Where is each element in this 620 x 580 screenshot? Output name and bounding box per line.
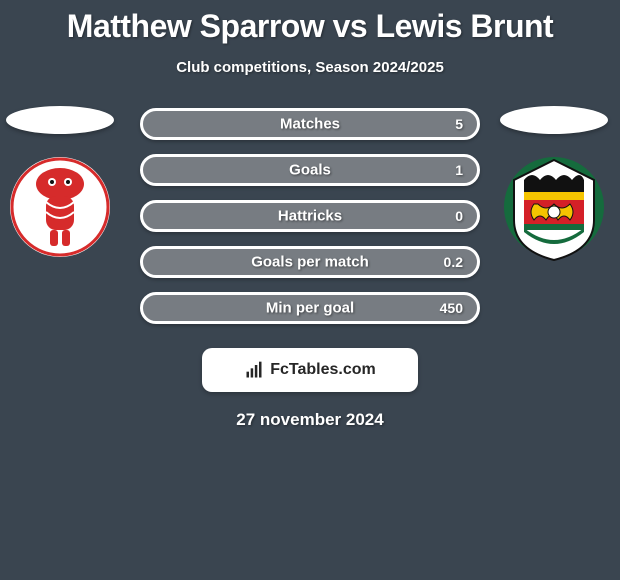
stat-row-min-per-goal: Min per goal 450 — [140, 292, 480, 324]
subtitle: Club competitions, Season 2024/2025 — [0, 59, 620, 76]
team-badge-right — [504, 152, 604, 262]
stat-row-goals: Goals 1 — [140, 154, 480, 186]
team-badge-left — [10, 152, 110, 262]
player-left-photo-placeholder — [6, 106, 114, 134]
date-text: 27 november 2024 — [0, 410, 620, 430]
brand-text: FcTables.com — [270, 361, 376, 379]
player-right-photo-placeholder — [500, 106, 608, 134]
stat-row-hattricks: Hattricks 0 — [140, 200, 480, 232]
wrexham-badge-icon — [504, 152, 604, 262]
stat-value: 5 — [455, 116, 463, 132]
stat-value: 450 — [440, 300, 463, 316]
stat-row-goals-per-match: Goals per match 0.2 — [140, 246, 480, 278]
stat-value: 0.2 — [444, 254, 463, 270]
brand-card[interactable]: FcTables.com — [202, 348, 418, 392]
player-left-column — [6, 106, 114, 262]
stat-label: Hattricks — [278, 208, 342, 225]
stat-row-matches: Matches 5 — [140, 108, 480, 140]
player-right-column — [500, 106, 608, 262]
content-area: Matches 5 Goals 1 Hattricks 0 Goals per … — [0, 106, 620, 430]
lincoln-city-badge-icon — [10, 152, 110, 262]
chart-icon — [244, 360, 264, 380]
stats-list: Matches 5 Goals 1 Hattricks 0 Goals per … — [140, 106, 480, 324]
page-title: Matthew Sparrow vs Lewis Brunt — [0, 0, 620, 45]
stat-label: Min per goal — [266, 300, 354, 317]
stat-label: Goals per match — [251, 254, 369, 271]
stat-label: Goals — [289, 162, 331, 179]
stat-value: 1 — [455, 162, 463, 178]
stat-label: Matches — [280, 116, 340, 133]
stat-value: 0 — [455, 208, 463, 224]
